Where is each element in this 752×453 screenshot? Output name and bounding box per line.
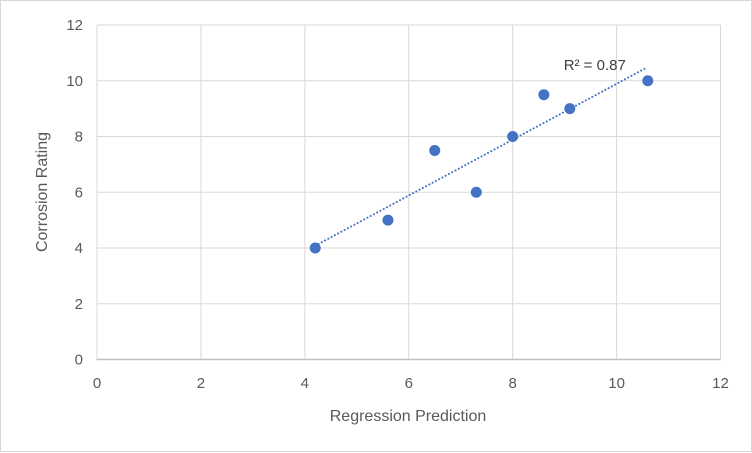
- data-points-layer: [309, 75, 654, 254]
- data-point[interactable]: [309, 242, 321, 254]
- x-axis-title[interactable]: Regression Prediction: [330, 408, 487, 425]
- x-axis-tick-labels: 0 2 4 6 8 10 12: [93, 375, 729, 392]
- data-point[interactable]: [564, 103, 576, 115]
- y-axis-title[interactable]: Corrosion Rating: [34, 132, 51, 252]
- r-squared-label[interactable]: R² = 0.87: [564, 57, 626, 74]
- x-tick-label: 6: [405, 375, 413, 392]
- x-tick-label: 4: [301, 375, 309, 392]
- data-point[interactable]: [429, 144, 441, 156]
- data-point[interactable]: [382, 214, 394, 226]
- trendline[interactable]: [314, 67, 647, 247]
- x-tick-label: 2: [197, 375, 205, 392]
- data-point[interactable]: [538, 89, 550, 101]
- trendline-layer: [314, 67, 647, 247]
- x-tick-label: 10: [608, 375, 625, 392]
- y-tick-label: 8: [75, 129, 83, 146]
- y-tick-label: 0: [75, 352, 83, 369]
- y-tick-label: 2: [75, 296, 83, 313]
- y-tick-label: 10: [66, 73, 83, 90]
- y-tick-label: 4: [75, 240, 83, 257]
- y-tick-label: 12: [66, 17, 83, 34]
- x-tick-label: 12: [712, 375, 729, 392]
- data-point[interactable]: [470, 186, 482, 198]
- x-tick-label: 0: [93, 375, 101, 392]
- y-axis-tick-labels: 0 2 4 6 8 10 12: [66, 17, 83, 369]
- data-point[interactable]: [507, 131, 519, 142]
- gridlines: [96, 24, 721, 361]
- x-tick-label: 8: [508, 375, 516, 392]
- y-tick-label: 6: [75, 184, 83, 201]
- data-point[interactable]: [642, 75, 654, 87]
